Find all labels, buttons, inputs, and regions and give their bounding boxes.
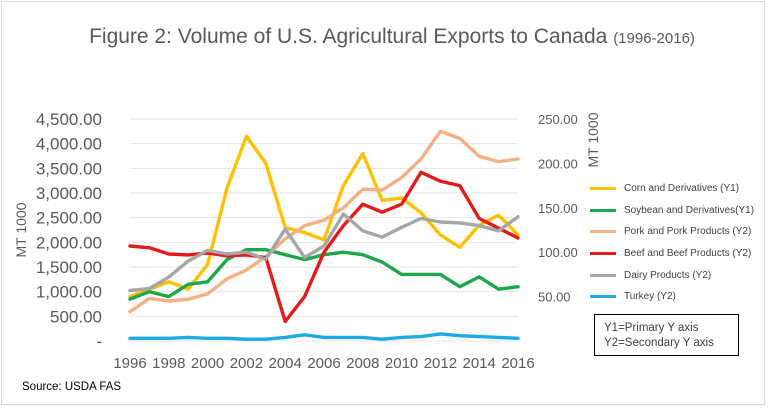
x-tick-label: 1996 [113,355,146,372]
chart-title-years: (1996-2016) [613,30,695,47]
x-tick-label: 2000 [191,355,224,372]
right-axis-ticks: 50.00 100.00 150.00 200.00 250.00 [538,112,578,305]
x-tick-label: 2008 [346,355,379,372]
series-line-0 [128,134,520,299]
legend: Corn and Derivatives (Y1) Soybean and Der… [590,178,760,308]
left-axis-ticks: - 500.00 1,000.00 1,500.00 2,000.00 2,500.00 3… [36,110,102,351]
y-axis-left-label: MT 1000 [13,202,29,257]
y-right-tick-label: 250.00 [538,112,578,127]
chart-title: Figure 2: Volume of U.S. Agricultural Ex… [62,22,722,53]
legend-swatch [590,252,616,256]
y-left-tick-label: 1,000.00 [36,283,102,302]
y-left-tick-label: 2,500.00 [36,209,102,228]
legend-swatch [590,187,616,191]
legend-label: Corn and Derivatives (Y1) [624,183,740,195]
y-left-tick-label: - [96,332,102,351]
legend-label: Turkey (Y2) [624,291,676,303]
source-note: Source: USDA FAS [22,381,122,393]
legend-swatch [590,208,616,212]
series-line-2 [128,129,520,314]
legend-item: Turkey (Y2) [590,286,760,308]
legend-label: Beef and Beef Products (Y2) [624,248,752,260]
y-right-tick-label: 100.00 [538,245,578,260]
chart-title-main: Figure 2: Volume of U.S. Agricultural Ex… [89,25,608,48]
x-tick-label: 2012 [424,355,457,372]
legend-item: Dairy Products (Y2) [590,264,760,286]
series-line-3 [128,170,520,324]
x-tick-label: 2006 [307,355,340,372]
series-line-5 [128,332,520,341]
legend-swatch [590,230,616,234]
legend-item: Beef and Beef Products (Y2) [590,243,760,265]
y-left-tick-label: 4,500.00 [36,110,102,129]
axis-note-primary: Y1=Primary Y axis [604,322,699,334]
legend-item: Soybean and Derivatives(Y1) [590,200,760,222]
legend-item: Corn and Derivatives (Y1) [590,178,760,200]
y-left-tick-label: 3,500.00 [36,159,102,178]
y-right-tick-label: 50.00 [538,290,571,305]
x-tick-label: 2014 [463,355,496,372]
x-tick-label: 2002 [230,355,263,372]
legend-label: Dairy Products (Y2) [624,269,712,281]
y-right-tick-label: 200.00 [538,156,578,171]
y-left-tick-label: 500.00 [50,307,102,326]
x-tick-label: 2010 [385,355,418,372]
y-left-tick-label: 1,500.00 [36,258,102,277]
legend-item: Pork and Pork Products (Y2) [590,221,760,243]
x-tick-label: 2004 [269,355,302,372]
x-axis-ticks: 1996 1998 2000 2002 2004 2006 2008 2010 2012 2014… [113,355,534,372]
y-axis-right-label: MT 1000 [585,112,601,167]
legend-swatch [590,295,616,299]
legend-swatch [590,273,616,277]
x-tick-label: 1998 [152,355,185,372]
y-right-tick-label: 150.00 [538,201,578,216]
series-line-4 [128,212,520,293]
axis-note-secondary: Y2=Secondary Y axis [604,337,714,349]
axis-note-box: Y1=Primary Y axis Y2=Secondary Y axis [594,314,739,356]
legend-label: Pork and Pork Products (Y2) [624,226,752,238]
gridlines [130,118,518,342]
series-lines [128,129,520,341]
x-tick-label: 2016 [501,355,534,372]
y-left-tick-label: 2,000.00 [36,233,102,252]
legend-label: Soybean and Derivatives(Y1) [624,204,755,216]
y-left-tick-label: 4,000.00 [36,135,102,154]
y-left-tick-label: 3,000.00 [36,184,102,203]
